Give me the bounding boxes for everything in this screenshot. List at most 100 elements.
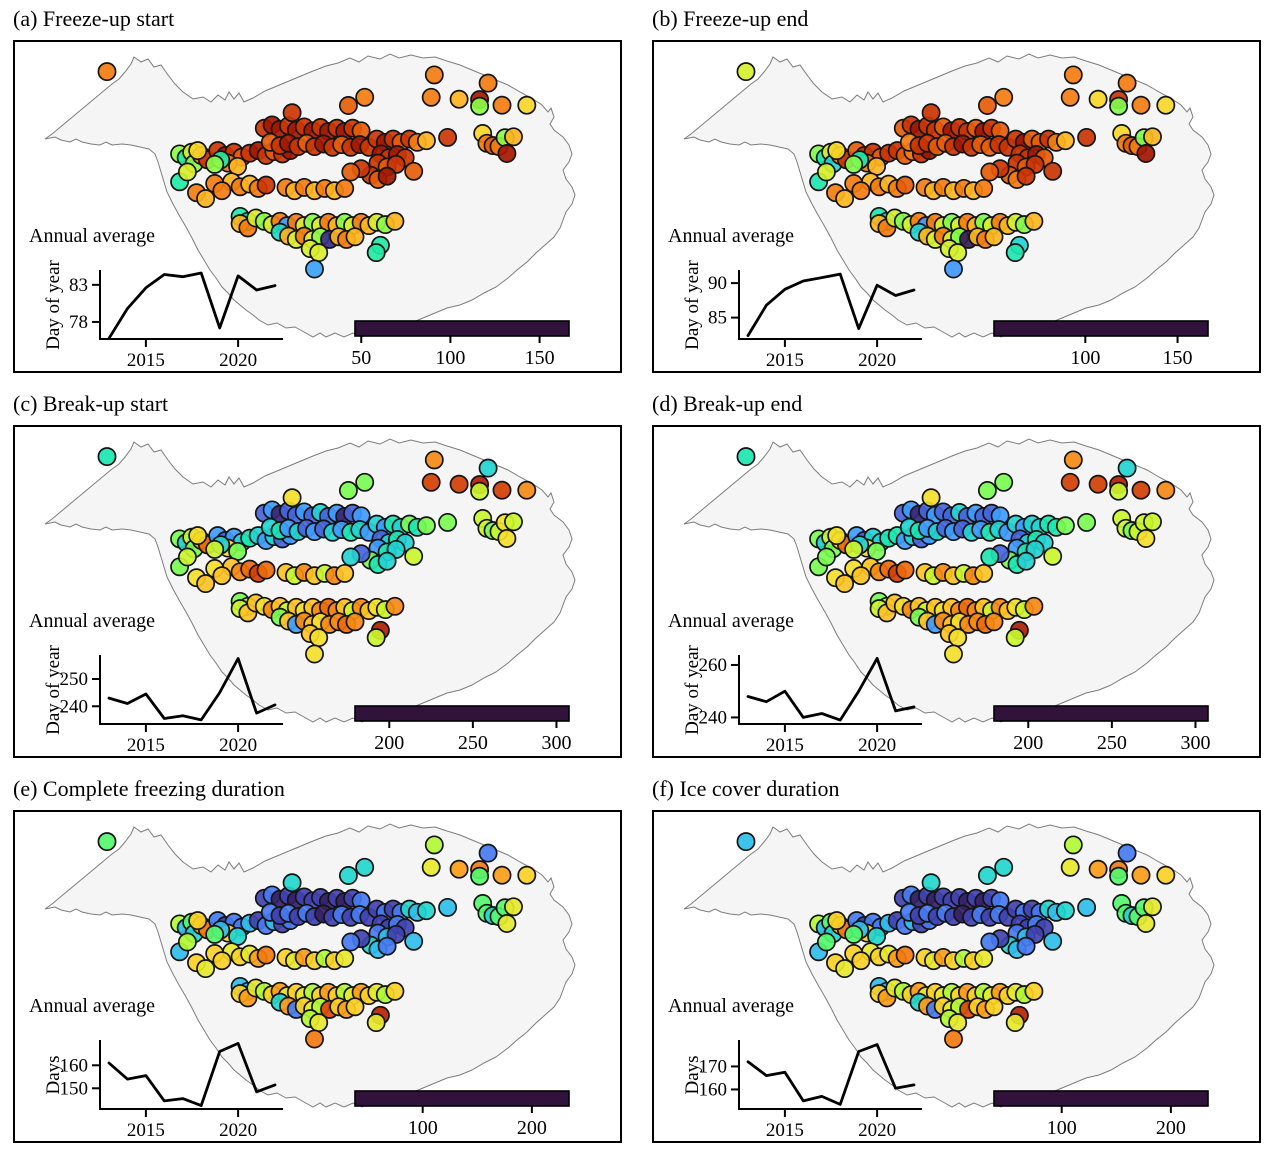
colorbar: 200 250 300 xyxy=(354,705,571,754)
lake-point xyxy=(994,472,1014,492)
colorbar-tick-label: 100 xyxy=(1047,1117,1077,1139)
inset-x-tick-label: 2015 xyxy=(127,735,165,756)
inset-y-tick-label: 90 xyxy=(708,273,727,294)
lake-point xyxy=(736,62,756,82)
lake-point xyxy=(497,529,517,548)
inset-y-axis-label: Days xyxy=(682,1055,703,1094)
lake-point xyxy=(205,154,225,174)
colorbar: 100 200 xyxy=(993,1090,1209,1139)
inset-label: Annual average xyxy=(29,610,155,632)
inset-x-tick-label: 2020 xyxy=(219,735,257,756)
lake-point xyxy=(335,178,355,198)
lake-point xyxy=(895,945,915,965)
lake-point xyxy=(256,175,276,195)
lake-point xyxy=(921,488,941,508)
lake-point xyxy=(404,161,424,181)
inset-x-tick-label: 2020 xyxy=(219,1120,257,1141)
colorbar-tick-label: 100 xyxy=(408,1117,438,1139)
colorbar-tick-label: 250 xyxy=(1097,732,1127,754)
lake-point xyxy=(948,628,968,648)
lake-point xyxy=(921,103,941,123)
lake-point xyxy=(1005,243,1025,263)
lake-point xyxy=(1156,865,1176,885)
inset-y-tick-label: 160 xyxy=(699,1079,728,1100)
lake-point xyxy=(1043,546,1063,566)
colorbar: 100 150 xyxy=(993,320,1209,369)
colorbar-tick-label: 100 xyxy=(435,347,465,369)
lake-point xyxy=(816,547,836,567)
lake-point xyxy=(974,178,994,198)
inset-y-tick-label: 78 xyxy=(69,312,88,333)
lake-point xyxy=(421,857,441,877)
lake-point xyxy=(421,87,441,107)
inset-label: Annual average xyxy=(29,995,155,1017)
colorbar-tick-label: 200 xyxy=(1156,1117,1186,1139)
lake-point xyxy=(1088,474,1108,494)
lake-point xyxy=(424,450,444,470)
lake-point xyxy=(1156,95,1176,115)
lake-point xyxy=(492,95,512,115)
lake-point xyxy=(1156,480,1176,500)
lake-point xyxy=(1143,512,1162,532)
lake-point xyxy=(980,162,1000,182)
inset-annual-average-line xyxy=(746,272,916,338)
inset-y-tick-label: 83 xyxy=(69,275,88,296)
lake-point xyxy=(345,612,365,632)
lake-point xyxy=(1060,857,1080,877)
inset-annual-average-chart: Annual average Day of year 85 90 2015 2020 xyxy=(668,225,922,371)
lake-point xyxy=(1060,87,1080,107)
lake-point xyxy=(517,865,537,885)
colorbar-gradient xyxy=(993,1090,1209,1107)
lake-point xyxy=(1024,981,1044,1001)
lake-point xyxy=(1136,914,1156,933)
inset-y-tick-label: 150 xyxy=(60,1078,89,1099)
lake-point xyxy=(1077,127,1097,147)
lake-point xyxy=(338,866,358,885)
lake-point xyxy=(980,547,1000,567)
lake-point xyxy=(948,243,968,263)
lake-point xyxy=(188,911,208,931)
lake-point xyxy=(404,546,424,566)
lake-point xyxy=(385,981,405,1001)
lake-point xyxy=(385,596,405,616)
inset-x-tick-label: 2020 xyxy=(858,1120,896,1141)
lake-point xyxy=(196,189,216,209)
lake-point xyxy=(835,189,855,209)
colorbar-tick-label: 50 xyxy=(351,347,371,369)
colorbar-tick-label: 300 xyxy=(1180,732,1210,754)
lake-point xyxy=(1117,73,1137,93)
lake-point xyxy=(1005,628,1025,648)
lake-point xyxy=(1131,95,1151,115)
inset-annual-average-line xyxy=(107,271,277,340)
colorbar-tick-label: 100 xyxy=(1070,347,1100,369)
inset-x-tick-label: 2020 xyxy=(858,735,896,756)
inset-y-tick-label: 260 xyxy=(699,655,728,676)
lake-point xyxy=(984,227,1004,247)
lake-point xyxy=(416,516,436,536)
lake-point xyxy=(449,474,469,494)
lake-point xyxy=(212,181,232,201)
inset-axes xyxy=(99,270,283,340)
inset-y-tick-label: 170 xyxy=(699,1056,728,1077)
lake-point xyxy=(416,131,436,151)
lake-point xyxy=(1131,865,1151,885)
inset-x-tick-label: 2020 xyxy=(858,350,896,371)
panel-cell-b: (b) Freeze-up end Annual average Day of y… xyxy=(652,6,1261,373)
colorbar-tick-label: 150 xyxy=(525,347,555,369)
panel-svg-a: Annual average Day of year 78 83 2015 2020 50 1… xyxy=(29,53,576,371)
panel-svg-b: Annual average Day of year 85 90 2015 2020 100… xyxy=(668,53,1215,371)
inset-y-axis-label: Day of year xyxy=(682,259,703,349)
inset-y-axis-label: Days xyxy=(43,1055,64,1094)
lake-point xyxy=(1109,866,1129,886)
lake-point xyxy=(177,547,197,567)
inset-y-tick-label: 240 xyxy=(699,707,728,728)
lake-point xyxy=(827,526,847,546)
lake-point xyxy=(1055,901,1075,921)
lake-point xyxy=(188,526,208,546)
inset-y-tick-label: 240 xyxy=(60,696,89,717)
lake-point xyxy=(492,865,512,885)
lake-point xyxy=(895,560,915,580)
panel-cell-a: (a) Freeze-up start Annual average Day of… xyxy=(13,6,622,373)
